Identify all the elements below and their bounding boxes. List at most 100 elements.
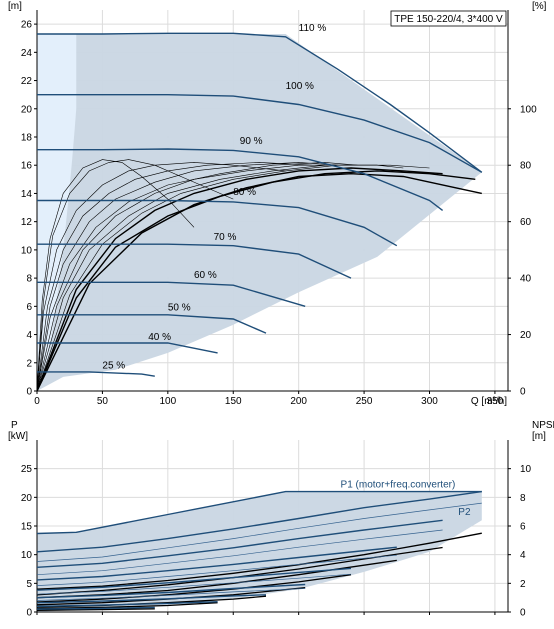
power-y-tick-label: 5	[26, 579, 32, 590]
head-x-tick-label: 250	[356, 396, 373, 407]
p1-curve	[36, 606, 155, 610]
head-x-tick-label: 350	[487, 396, 504, 407]
power-y-tick-label: 25	[21, 464, 33, 475]
head-ylabel-left-unit: [m]	[8, 1, 22, 12]
head-curve	[37, 94, 483, 173]
eta-curve	[36, 159, 234, 392]
head-curve	[37, 342, 218, 354]
p2-curve	[36, 529, 443, 576]
p2-curve	[36, 502, 482, 562]
head-curve-label: 90 %	[240, 136, 263, 147]
eta-curve	[36, 162, 338, 392]
power-y-tick-label: 0	[26, 608, 32, 619]
npsh-curve	[36, 532, 482, 590]
head-curve	[37, 314, 267, 334]
head-x-tick-label: 50	[97, 396, 109, 407]
head-y2-tick-label: 60	[520, 217, 532, 228]
power-y2-tick-label: 6	[520, 522, 526, 533]
eta-curve	[36, 159, 195, 392]
head-y-tick-label: 8	[26, 274, 32, 285]
head-envelope	[37, 34, 482, 391]
head-curve-label: 50 %	[168, 303, 191, 314]
head-x-tick-label: 0	[34, 396, 40, 407]
power-y-tick-label: 15	[21, 522, 33, 533]
head-xlabel: Q [m³/h]	[471, 396, 507, 407]
title-box	[390, 10, 507, 27]
power-y-tick-label: 10	[21, 550, 33, 561]
eta-curve	[36, 170, 476, 392]
head-curve-label: 100 %	[286, 81, 314, 92]
eta-curve	[36, 167, 443, 392]
head-y2-tick-label: 20	[520, 330, 532, 341]
eta-curve	[36, 162, 286, 392]
p2-curve	[36, 573, 352, 595]
head-y-tick-label: 10	[21, 245, 33, 256]
head-curve-label: 110 %	[299, 23, 327, 34]
power-ylabel-left: P	[11, 420, 18, 431]
chart-title: TPE 150-220/4, 3*400 V	[394, 14, 503, 25]
head-panel	[34, 10, 511, 394]
power-ylabel-right: NPSH	[532, 420, 554, 431]
head-y-tick-label: 22	[21, 76, 33, 87]
p2-curve	[36, 554, 397, 586]
p1-curve	[36, 490, 482, 535]
head-y-tick-label: 20	[21, 104, 33, 115]
head-y-tick-label: 6	[26, 302, 32, 313]
head-ylabel-right: eta	[532, 0, 546, 1]
head-y-tick-label: 16	[21, 161, 33, 172]
p2-annotation: P2	[458, 507, 471, 518]
p1-curve	[36, 546, 397, 581]
p1-curve	[36, 601, 218, 607]
head-y-tick-label: 26	[21, 20, 33, 31]
head-curve	[37, 148, 444, 211]
p1-curve	[36, 519, 443, 568]
head-y-tick-label: 18	[21, 133, 33, 144]
head-ylabel-left: H	[11, 0, 18, 1]
head-curve	[37, 371, 155, 377]
head-y-tick-label: 2	[26, 358, 32, 369]
p1-annotation: P1 (motor+freq.converter)	[341, 480, 456, 491]
eta-curve	[36, 162, 358, 392]
head-curve-label: 70 %	[214, 232, 237, 243]
power-y2-tick-label: 0	[520, 608, 526, 619]
power-panel	[34, 440, 511, 615]
head-y2-tick-label: 40	[520, 274, 532, 285]
head-y-tick-label: 24	[21, 48, 33, 59]
head-y-tick-label: 0	[26, 387, 32, 398]
p1-curve	[36, 567, 352, 591]
head-ylabel-right-unit: [%]	[532, 1, 547, 12]
npsh-curve	[36, 574, 352, 603]
head-x-tick-label: 300	[421, 396, 438, 407]
head-y2-tick-label: 100	[520, 104, 537, 115]
power-y2-tick-label: 4	[520, 550, 526, 561]
head-curve-label: 40 %	[148, 332, 171, 343]
head-y-tick-label: 12	[21, 217, 33, 228]
head-y-tick-label: 4	[26, 330, 32, 341]
head-x-tick-label: 200	[290, 396, 307, 407]
power-y2-tick-label: 10	[520, 464, 532, 475]
head-y2-tick-label: 80	[520, 161, 532, 172]
power-ylabel-left-unit: [kW]	[8, 431, 28, 442]
head-curve	[37, 281, 306, 307]
head-curve	[37, 243, 352, 279]
eta-curve	[36, 164, 378, 392]
p1-curve	[36, 583, 306, 599]
power-ylabel-right-unit: [m]	[532, 431, 546, 442]
head-y2-tick-label: 0	[520, 387, 526, 398]
head-y-tick-label: 14	[21, 189, 33, 200]
power-y-tick-label: 20	[21, 493, 33, 504]
npsh-curve	[36, 608, 155, 611]
npsh-curve	[36, 602, 218, 610]
head-curve	[37, 199, 398, 247]
p2-curve	[36, 588, 306, 601]
head-curve-label: 80 %	[233, 187, 256, 198]
head-curve	[37, 32, 483, 173]
power-y2-tick-label: 2	[520, 579, 526, 590]
p1-curve	[36, 594, 267, 604]
head-min-region	[37, 33, 77, 391]
eta-curve	[36, 162, 312, 392]
head-curve-label: 60 %	[194, 270, 217, 281]
power-y2-tick-label: 8	[520, 493, 526, 504]
head-curve-label: 25 %	[102, 360, 125, 371]
